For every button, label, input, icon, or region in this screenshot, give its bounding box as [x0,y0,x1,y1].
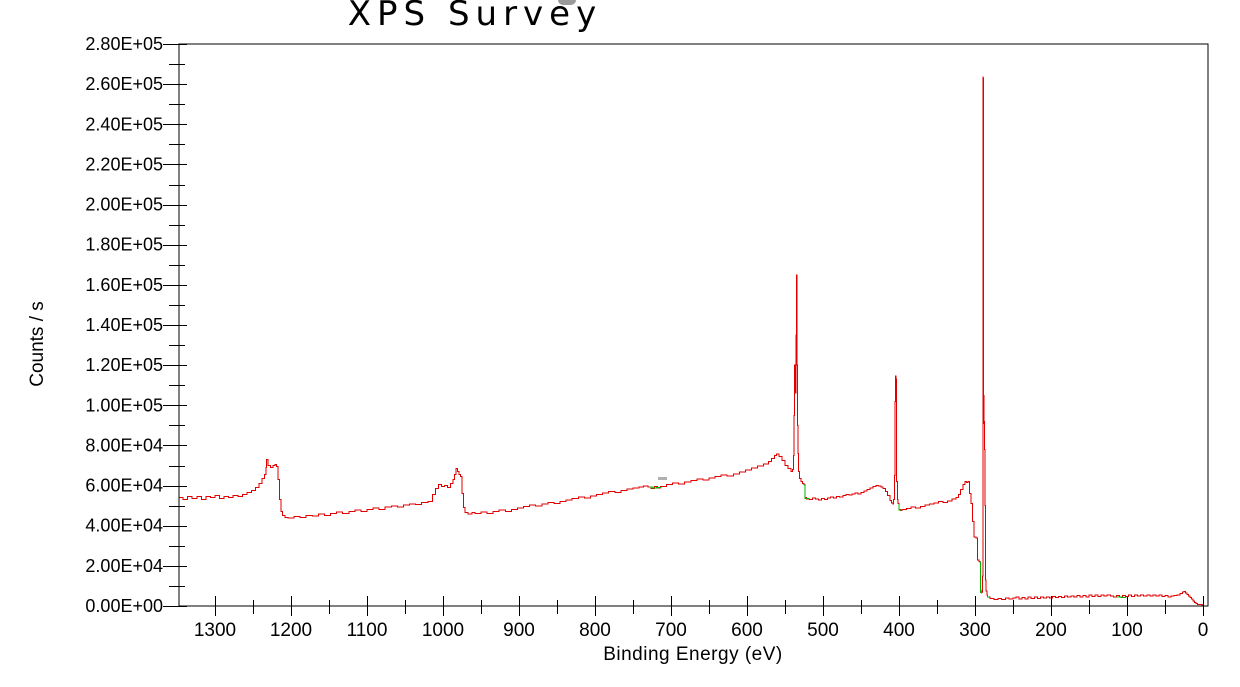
chart-title: XPS Survey [347,0,603,34]
y-tick-label: 1.00E+05 [85,395,163,415]
y-tick-label: 0.00E+00 [85,596,163,616]
x-tick-label: 400 [883,620,915,641]
smudge-artifact [658,477,667,480]
y-tick-label: 2.60E+05 [85,74,163,94]
y-tick-label: 4.00E+04 [85,516,163,536]
y-tick-label: 2.00E+04 [85,556,163,576]
x-tick-label: 200 [1035,620,1067,641]
x-tick-label: 0 [1198,620,1209,641]
plot-border [178,43,1209,607]
spectrum-line [179,76,1204,606]
x-tick-label: 900 [503,620,535,641]
region-marker-line [804,484,810,500]
region-marker-line [649,486,662,489]
y-tick-label: 8.00E+04 [85,435,163,455]
y-tick-label: 6.00E+04 [85,476,163,496]
x-tick-label: 500 [807,620,839,641]
x-tick-label: 1200 [270,620,312,641]
x-tick-label: 1300 [194,620,236,641]
y-tick-label: 2.20E+05 [85,154,163,174]
y-tick-label: 1.40E+05 [85,315,163,335]
x-tick-label: 800 [579,620,611,641]
x-tick-label: 1000 [422,620,464,641]
x-tick-label: 300 [959,620,991,641]
x-tick-label: 600 [731,620,763,641]
y-tick-label: 2.40E+05 [85,114,163,134]
region-marker-line [979,561,982,594]
y-tick-label: 2.80E+05 [85,34,163,54]
x-axis-title: Binding Energy (eV) [603,644,783,665]
cropped-text-artifact [558,0,576,5]
x-tick-label: 100 [1111,620,1143,641]
y-axis-title: Counts / s [27,301,48,387]
region-marker-line [898,504,902,511]
region-marker-line [986,595,990,598]
y-tick-label: 2.00E+05 [85,195,163,215]
y-tick-label: 1.20E+05 [85,355,163,375]
y-tick-label: 1.60E+05 [85,275,163,295]
x-tick-label: 1100 [347,620,388,641]
y-tick-label: 1.80E+05 [85,235,163,255]
x-tick-label: 700 [655,620,687,641]
